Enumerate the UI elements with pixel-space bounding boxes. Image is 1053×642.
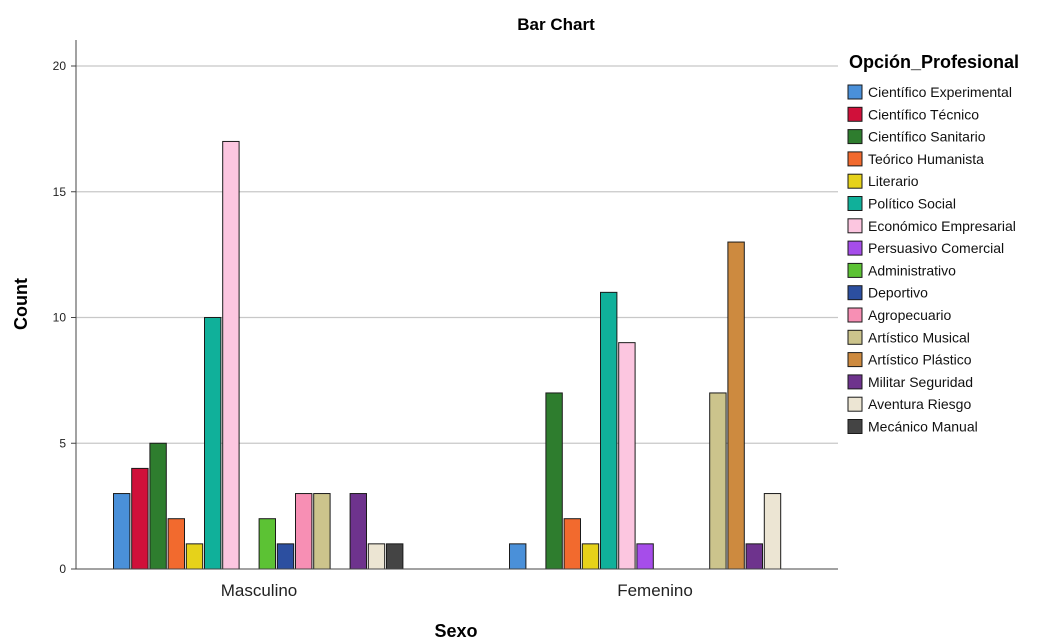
bar-0-11	[313, 493, 331, 570]
legend-label: Persuasivo Comercial	[868, 240, 1004, 256]
y-tick-label: 0	[59, 562, 66, 576]
legend-swatch	[847, 240, 863, 256]
bar-1-0	[509, 543, 527, 570]
bar-0-14	[367, 543, 386, 570]
bar-1-7	[636, 543, 654, 570]
legend-swatch	[847, 84, 863, 100]
y-tick-label: 15	[53, 185, 67, 199]
bar-0-15	[386, 543, 404, 570]
chart-title: Bar Chart	[517, 15, 595, 34]
gridlines	[76, 65, 838, 444]
legend-label: Económico Empresarial	[868, 218, 1016, 234]
legend-label: Aventura Riesgo	[868, 396, 971, 412]
legend-label: Teórico Humanista	[868, 151, 984, 167]
bar-1-11	[709, 392, 727, 570]
legend-label: Militar Seguridad	[868, 374, 973, 390]
y-tick-label: 10	[53, 311, 67, 325]
legend-swatch	[847, 419, 863, 434]
bar-1-5	[600, 291, 618, 570]
legend-label: Científico Sanitario	[868, 129, 986, 145]
legend-swatch	[847, 173, 863, 189]
legend-swatch	[847, 329, 863, 345]
legend-swatch	[847, 106, 863, 122]
legend: Científico Experimental Científico Técnic…	[847, 84, 1016, 435]
bar-1-13	[745, 543, 763, 570]
legend-swatch	[847, 196, 863, 211]
legend-swatch	[847, 285, 863, 301]
legend-label: Deportivo	[868, 285, 928, 301]
bar-1-6	[618, 342, 636, 570]
y-tick-label: 5	[59, 436, 66, 450]
legend-label: Agropecuario	[868, 307, 951, 323]
x-category-label: Femenino	[617, 581, 693, 600]
x-axis-categories: Masculino Femenino	[221, 581, 693, 600]
bar-0-8	[258, 518, 277, 570]
legend-label: Político Social	[868, 196, 956, 212]
bar-0-9	[276, 543, 295, 570]
bar-0-6	[222, 140, 240, 570]
legend-label: Artístico Plástico	[868, 352, 972, 368]
bars	[113, 140, 782, 570]
bar-0-2	[149, 442, 167, 570]
bar-0-10	[295, 493, 313, 570]
legend-label: Mecánico Manual	[868, 419, 978, 435]
bar-1-4	[581, 543, 600, 570]
legend-swatch	[847, 307, 863, 323]
bar-0-3	[167, 518, 186, 570]
legend-label: Artístico Musical	[868, 329, 970, 345]
bar-1-3	[563, 518, 581, 570]
bar-1-2	[545, 392, 563, 570]
bar-0-13	[349, 493, 368, 570]
bar-1-12	[727, 241, 745, 570]
legend-title: Opción_Profesional	[849, 52, 1019, 72]
bar-0-0	[113, 493, 131, 570]
y-axis-label: Count	[11, 278, 31, 330]
bar-0-5	[204, 317, 222, 570]
legend-swatch	[847, 374, 863, 390]
legend-swatch	[847, 218, 863, 234]
legend-swatch	[847, 262, 863, 278]
legend-label: Administrativo	[868, 262, 956, 278]
legend-swatch	[847, 129, 863, 145]
y-axis-ticks: 0 5 10 15 20	[53, 59, 76, 576]
legend-swatch	[847, 396, 863, 412]
y-tick-label: 20	[53, 59, 67, 73]
bar-0-4	[185, 543, 204, 570]
x-axis-label: Sexo	[434, 621, 477, 641]
legend-label: Científico Técnico	[868, 106, 979, 122]
bar-0-1	[131, 467, 149, 570]
x-category-label: Masculino	[221, 581, 298, 600]
legend-label: Científico Experimental	[868, 84, 1012, 100]
legend-swatch	[847, 151, 863, 167]
legend-swatch	[847, 352, 863, 368]
legend-label: Literario	[868, 173, 919, 189]
bar-1-14	[763, 493, 782, 570]
